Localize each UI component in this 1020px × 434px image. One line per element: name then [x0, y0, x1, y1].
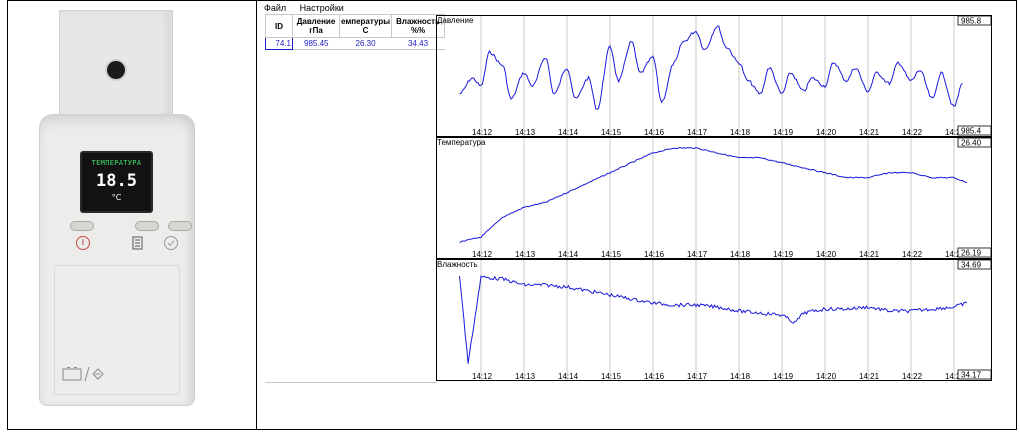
cell-id[interactable]: 74.1: [265, 37, 293, 50]
humidity-tick-label: 14:19: [773, 372, 794, 381]
humidity-tick-label: 14:22: [902, 372, 923, 381]
pressure-tick-label: 14:13: [515, 128, 536, 137]
pressure-tick-label: 14:23: [945, 128, 966, 137]
humidity-min-box: [957, 369, 992, 380]
pressure-tick-label: 14:21: [859, 128, 880, 137]
cell-humidity[interactable]: 34.43: [391, 37, 445, 50]
humidity-tick-label: 14:13: [515, 372, 536, 381]
pressure-tick-label: 14:18: [730, 128, 751, 137]
device-lower-panel: [54, 265, 180, 395]
pressure-tick-label: 14:12: [472, 128, 493, 137]
temperature-tick-label: 14:14: [558, 250, 579, 259]
pressure-tick-label: 14:17: [687, 128, 708, 137]
device-screen: ТЕМПЕРАТУРА 18.5 °C: [80, 151, 153, 213]
header-temperature[interactable]: емпературы С: [338, 14, 393, 38]
pressure-max-box: [957, 15, 992, 26]
table-bottom-line: [265, 382, 437, 383]
temperature-max-label: 26.40: [961, 139, 982, 148]
temperature-tick-label: 14:22: [902, 250, 923, 259]
temperature-min-box: [957, 247, 992, 258]
left-key: [70, 221, 94, 231]
screen-unit: °C: [111, 193, 122, 202]
humidity-tick-label: 14:14: [558, 372, 579, 381]
device-body: ТЕМПЕРАТУРА 18.5 °C: [39, 114, 195, 406]
outer-frame: [7, 0, 1017, 430]
charts-area: 14:12 14:13 14:14 14:15 14:16 14:17 14:18 14:19…: [436, 15, 992, 383]
humidity-tick-label: 14:23: [945, 372, 966, 381]
pressure-series-line: [459, 25, 963, 110]
temperature-tick-label: 14:19: [773, 250, 794, 259]
pressure-max-label: 985.8: [961, 17, 982, 26]
pressure-tick-label: 14:22: [902, 128, 923, 137]
menu-bar: Файл Настройки: [264, 3, 355, 15]
pressure-tick-label: 14:19: [773, 128, 794, 137]
humidity-tick-label: 14:15: [601, 372, 622, 381]
temperature-tick-label: 14:20: [816, 250, 837, 259]
pressure-tick-label: 14:16: [644, 128, 665, 137]
temperature-tick-label: 14:23: [945, 250, 966, 259]
screen-title: ТЕМПЕРАТУРА: [91, 159, 142, 167]
humidity-max-label: 34.69: [961, 261, 982, 270]
readings-table: ID Давление гПа емпературы С Влажность %…: [265, 14, 446, 50]
screen-value: 18.5: [96, 171, 137, 191]
temperature-tick-label: 14:16: [644, 250, 665, 259]
pressure-panel-frame: [436, 15, 992, 137]
humidity-tick-label: 14:16: [644, 372, 665, 381]
frame-divider: [256, 0, 257, 430]
humidity-panel-frame: [436, 259, 992, 381]
temperature-series-line: [459, 146, 968, 244]
pressure-min-label: 985.4: [961, 127, 982, 136]
humidity-tick-label: 14:17: [687, 372, 708, 381]
device-photo: ТЕМПЕРАТУРА 18.5 °C: [16, 4, 212, 411]
cell-pressure[interactable]: 985.45: [292, 37, 340, 50]
humidity-tick-label: 14:18: [730, 372, 751, 381]
sensor-head: [59, 10, 173, 124]
cell-temperature[interactable]: 26.30: [339, 37, 392, 50]
humidity-min-label: 34.17: [961, 371, 982, 380]
temperature-max-box: [957, 137, 992, 148]
middle-key: [135, 221, 159, 231]
temperature-tick-label: 14:13: [515, 250, 536, 259]
right-key: [168, 221, 192, 231]
temperature-panel-frame: [436, 137, 992, 259]
temperature-tick-label: 14:17: [687, 250, 708, 259]
pressure-tick-label: 14:20: [816, 128, 837, 137]
pressure-min-box: [957, 125, 992, 136]
pressure-panel-title: Давление: [437, 16, 474, 25]
header-pressure[interactable]: Давление гПа: [292, 14, 340, 38]
header-id[interactable]: ID: [265, 14, 293, 38]
temperature-tick-label: 14:18: [730, 250, 751, 259]
humidity-panel-title: Влажность: [437, 260, 478, 269]
humidity-tick-label: 14:21: [859, 372, 880, 381]
charts-svg: 14:12 14:13 14:14 14:15 14:16 14:17 14:18 14:19…: [436, 15, 992, 381]
temperature-panel-title: Температура: [437, 138, 486, 147]
battery-power-icon: [62, 366, 104, 382]
temperature-min-label: 26.19: [961, 249, 982, 258]
temperature-tick-label: 14:15: [601, 250, 622, 259]
header-humidity[interactable]: Влажность %%: [391, 14, 446, 38]
humidity-max-box: [957, 259, 992, 270]
pressure-tick-label: 14:14: [558, 128, 579, 137]
table-row[interactable]: 74.1 985.45 26.30 34.43: [265, 37, 445, 50]
humidity-tick-label: 14:20: [816, 372, 837, 381]
menu-file[interactable]: Файл: [264, 3, 287, 13]
temperature-tick-label: 14:12: [472, 250, 493, 259]
table-header-row: ID Давление гПа емпературы С Влажность %…: [265, 14, 446, 38]
document-icon: [132, 236, 143, 250]
check-icon: [164, 236, 178, 250]
humidity-series-line: [459, 275, 968, 364]
menu-settings[interactable]: Настройки: [299, 3, 344, 13]
sensor-hole: [107, 61, 125, 79]
humidity-tick-label: 14:12: [472, 372, 493, 381]
pressure-tick-label: 14:15: [601, 128, 622, 137]
power-icon: [76, 236, 90, 250]
temperature-tick-label: 14:21: [859, 250, 880, 259]
